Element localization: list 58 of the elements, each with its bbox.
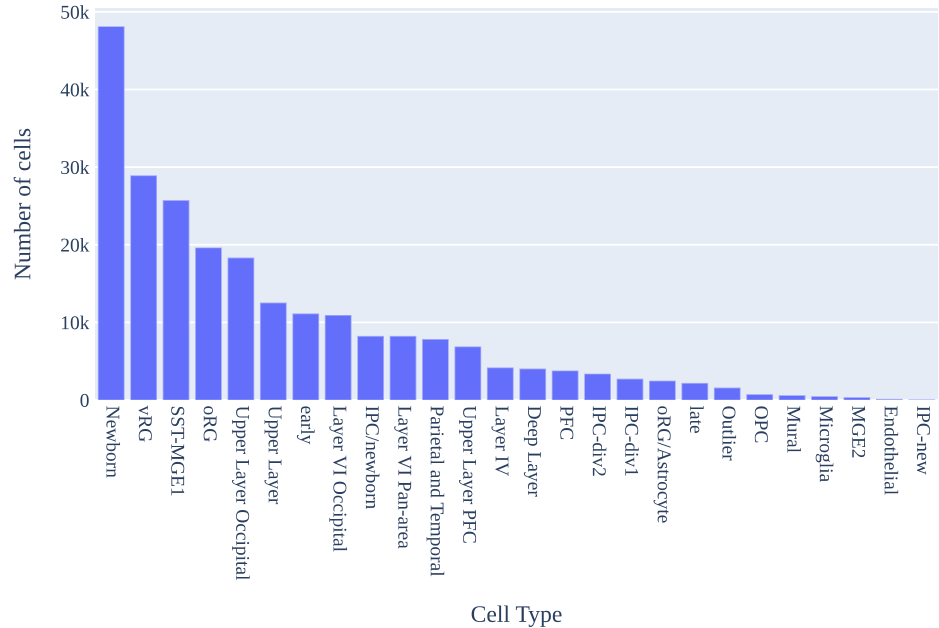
bar (454, 346, 482, 400)
x-tick-label: MGE2 (852, 406, 866, 458)
bar (195, 247, 222, 400)
bar (324, 314, 352, 400)
x-tick-label: IPC-div1 (625, 406, 639, 476)
x-tick-label: Layer VI Occipital (329, 406, 348, 552)
y-tick-label: 20k (61, 238, 90, 252)
bar (778, 395, 806, 400)
bar (98, 26, 125, 400)
x-tick-label: IPC-new (916, 406, 930, 475)
x-tick-label: Upper Layer PFC (459, 406, 476, 543)
bar (228, 258, 254, 400)
bar (486, 367, 514, 400)
y-tick-label: 40k (60, 82, 90, 96)
bar (552, 370, 579, 400)
x-tick-label: Outlier (722, 406, 736, 460)
x-tick-label: vRG (138, 406, 152, 442)
bar (584, 374, 611, 400)
bar (292, 313, 320, 400)
x-tick-label: late (690, 406, 704, 433)
bar (811, 396, 838, 400)
bar (616, 378, 644, 400)
bar (390, 336, 416, 400)
x-tick-label: Upper Layer (264, 406, 282, 504)
x-tick-label: SST-MGE1 (171, 406, 184, 496)
y-axis-title: Number of cells (14, 128, 30, 280)
bar (519, 368, 546, 400)
x-tick-label: oRG (204, 406, 217, 442)
x-tick-label: IPC/newborn (366, 406, 380, 509)
bar (649, 380, 676, 400)
x-tick-label: OPC (754, 406, 768, 442)
bar (162, 200, 190, 400)
x-tick-label: Parietal and Temporal (426, 406, 444, 576)
x-tick-label: oRG/Astrocyte (654, 406, 671, 523)
y-tick-label: 10k (62, 316, 90, 330)
bar (844, 397, 870, 400)
x-tick-label: Newborn (106, 406, 120, 478)
y-tick-label: 0 (80, 394, 89, 407)
x-tick-label: Layer IV (491, 406, 508, 476)
bar (422, 339, 449, 400)
x-tick-label: Mural (787, 406, 801, 453)
bar (357, 336, 384, 400)
bar (746, 394, 774, 400)
x-tick-label: Deep Layer (524, 406, 541, 497)
x-tick-label: Microglia (816, 406, 834, 482)
y-tick-label: 50k (61, 5, 90, 19)
x-tick-label: Upper Layer Occipital (232, 406, 250, 580)
x-tick-label: early (296, 406, 315, 444)
x-tick-label: Endothelial (884, 406, 898, 495)
bar (130, 175, 158, 400)
bar (714, 388, 741, 400)
x-axis-title: Cell Type (472, 605, 562, 627)
x-tick-label: PFC (560, 406, 574, 440)
bar (260, 302, 287, 400)
bar (681, 382, 708, 400)
x-tick-label: Layer VI Pan-area (394, 406, 412, 549)
y-tick-label: 30k (61, 160, 90, 174)
x-tick-label: IPC-div2 (592, 406, 606, 476)
